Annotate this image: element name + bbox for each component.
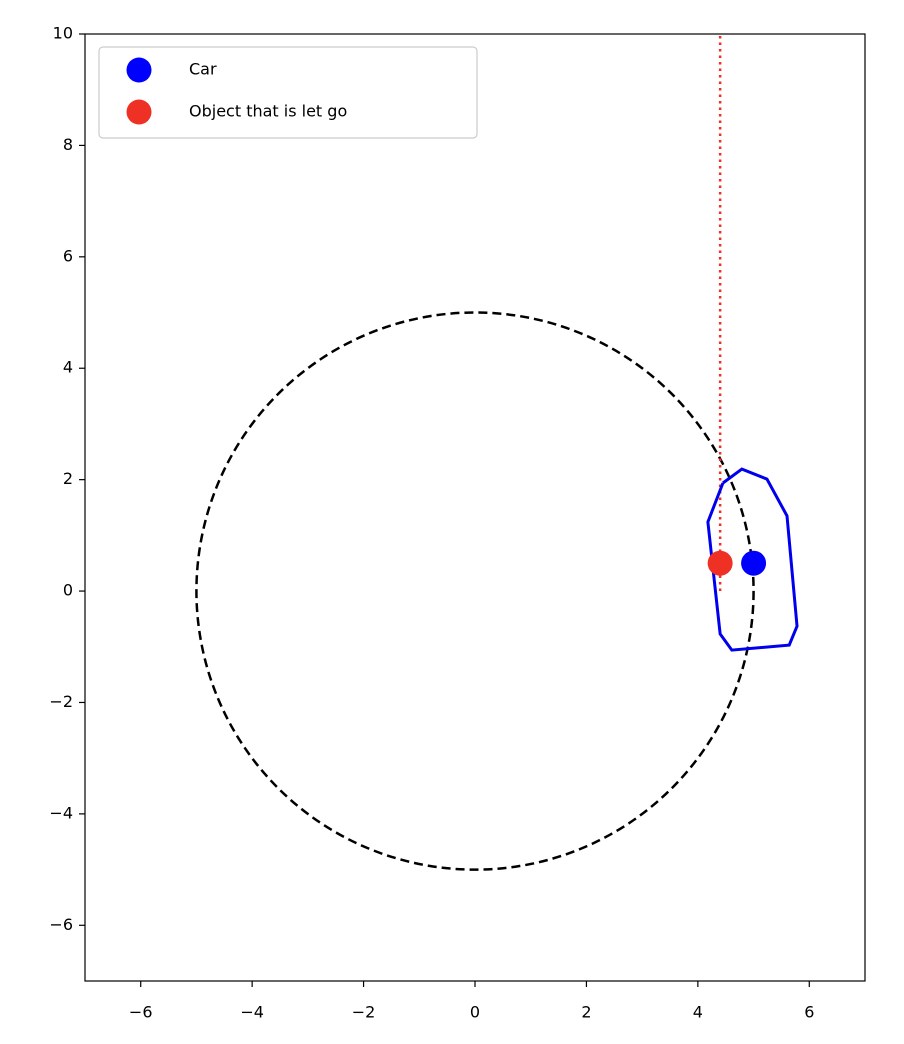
legend-marker (126, 99, 152, 125)
x-tick-label: −6 (129, 1003, 153, 1022)
track-circle (195, 311, 755, 871)
point (741, 550, 767, 576)
y-tick-label: 2 (63, 469, 73, 488)
legend: Car Object that is let go (98, 46, 478, 139)
y-tick-label: 6 (63, 246, 73, 265)
y-tick-label: 8 (63, 135, 73, 154)
plot-area (195, 34, 799, 871)
x-tick-label: −4 (240, 1003, 264, 1022)
y-tick-label: −6 (49, 915, 73, 934)
legend-marker (126, 57, 152, 83)
legend-box (98, 46, 478, 139)
y-tick-label: 0 (63, 581, 73, 600)
y-tick-label: 10 (53, 24, 73, 43)
line (706, 467, 799, 652)
point (707, 550, 733, 576)
y-tick-label: −2 (49, 692, 73, 711)
x-tick-label: 4 (693, 1003, 703, 1022)
x-tick-label: 2 (581, 1003, 591, 1022)
x-tick-label: −2 (352, 1003, 376, 1022)
legend-label: Car (189, 60, 217, 79)
y-tick-label: −4 (49, 803, 73, 822)
axes-frame (84, 33, 866, 982)
x-tick-label: 6 (804, 1003, 814, 1022)
y-tick-label: 4 (63, 358, 73, 377)
x-tick-label: 0 (470, 1003, 480, 1022)
legend-label: Object that is let go (189, 102, 347, 121)
